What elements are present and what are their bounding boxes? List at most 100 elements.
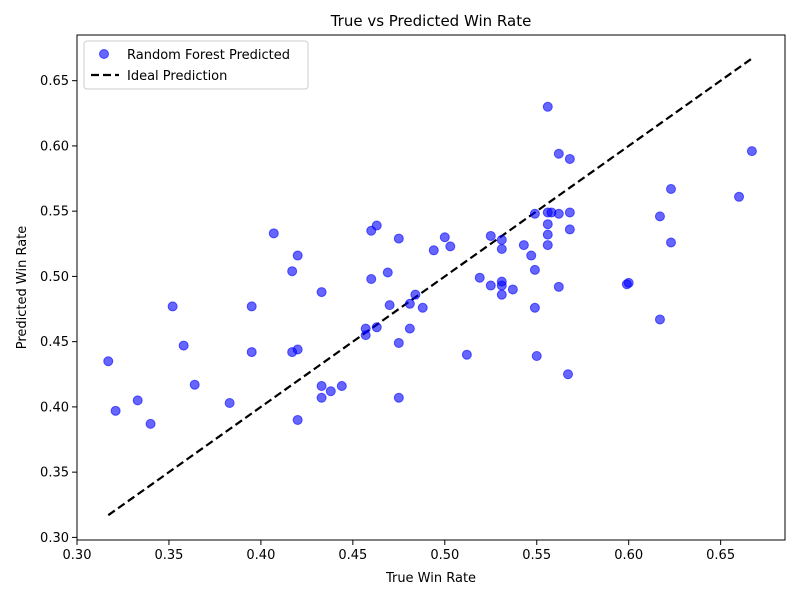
scatter-point (445, 241, 456, 252)
scatter-point (746, 146, 757, 157)
scatter-point (384, 300, 395, 311)
scatter-point (292, 250, 303, 261)
scatter-point (564, 224, 575, 235)
x-tick-label: 0.50 (430, 548, 459, 563)
x-axis-title: True Win Rate (385, 571, 476, 586)
scatter-point (665, 237, 676, 248)
scatter-point (553, 281, 564, 292)
scatter-point (542, 240, 553, 251)
scatter-point (461, 349, 472, 360)
scatter-point (393, 392, 404, 403)
scatter-point (316, 287, 327, 298)
scatter-point (189, 379, 200, 390)
scatter-point (564, 153, 575, 164)
scatter-point (485, 280, 496, 291)
scatter-point (542, 229, 553, 240)
scatter-point (371, 322, 382, 333)
scatter-point (246, 347, 257, 358)
scatter-point (103, 356, 114, 367)
scatter-point (485, 230, 496, 241)
scatter-point (518, 240, 529, 251)
scatter-point (553, 148, 564, 159)
scatter-point (507, 284, 518, 295)
scatter-point (224, 397, 235, 408)
scatter-point (292, 344, 303, 355)
scatter-point (410, 289, 421, 300)
scatter-point (178, 340, 189, 351)
scatter-point (496, 289, 507, 300)
scatter-point (531, 351, 542, 362)
scatter-point (496, 280, 507, 291)
y-axis-title: Predicted Win Rate (15, 226, 30, 350)
scatter-point (292, 414, 303, 425)
x-tick-label: 0.35 (154, 548, 183, 563)
x-tick-label: 0.60 (614, 548, 643, 563)
scatter-point (563, 369, 574, 380)
scatter-point (316, 392, 327, 403)
y-tick-label: 0.50 (40, 270, 69, 285)
ideal-prediction-line (107, 57, 753, 517)
scatter-point (496, 234, 507, 245)
ideal-line-layer (107, 57, 753, 517)
scatter-point (623, 277, 634, 288)
scatter-point (542, 101, 553, 112)
scatter-point (496, 244, 507, 255)
scatter-point (325, 386, 336, 397)
x-tick-label: 0.55 (522, 548, 551, 563)
scatter-point (529, 264, 540, 275)
scatter-points (103, 101, 757, 429)
scatter-point (366, 274, 377, 285)
scatter-point (382, 267, 393, 278)
scatter-point (542, 219, 553, 230)
scatter-point (553, 208, 564, 219)
legend-box (83, 40, 309, 90)
scatter-point (529, 302, 540, 313)
scatter-point (110, 405, 121, 416)
scatter-point (393, 233, 404, 244)
plot-frame (76, 34, 786, 541)
x-tick-label: 0.40 (246, 548, 275, 563)
y-axis: 0.30 0.35 0.40 0.45 0.50 0.55 0.60 0.65 (40, 74, 77, 546)
scatter-point (474, 272, 485, 283)
y-tick-label: 0.30 (40, 531, 69, 546)
scatter-point (529, 208, 540, 219)
scatter-point (246, 301, 257, 312)
y-tick-label: 0.45 (40, 335, 69, 350)
scatter-point (393, 337, 404, 348)
scatter-point (145, 418, 156, 429)
scatter-point (371, 220, 382, 231)
y-tick-label: 0.65 (40, 74, 69, 89)
y-tick-label: 0.35 (40, 466, 69, 481)
scatter-point (287, 266, 298, 277)
scatter-point (316, 381, 327, 392)
scatter-point (564, 207, 575, 218)
scatter-point (268, 228, 279, 239)
scatter-point (428, 245, 439, 256)
scatter-point (132, 395, 143, 406)
legend-label-random-forest: Random Forest Predicted (127, 48, 290, 63)
x-axis: 0.30 0.35 0.40 0.45 0.50 0.55 0.60 0.65 (63, 540, 735, 563)
scatter-point (167, 301, 178, 312)
scatter-point (336, 381, 347, 392)
scatter-point (404, 323, 415, 334)
plot-area (76, 34, 786, 541)
x-tick-label: 0.65 (706, 548, 735, 563)
legend-marker-random-forest (99, 49, 109, 59)
scatter-point (654, 211, 665, 222)
y-tick-label: 0.60 (40, 139, 69, 154)
legend: Random Forest Predicted Ideal Prediction (83, 40, 309, 90)
scatter-point (665, 183, 676, 194)
scatter-point (360, 330, 371, 341)
scatter-point (417, 302, 428, 313)
y-tick-label: 0.40 (40, 400, 69, 415)
scatter-point (439, 232, 450, 243)
scatter-point (526, 250, 537, 261)
scatter-point (654, 314, 665, 325)
scatter-point (734, 191, 745, 202)
chart-title: True vs Predicted Win Rate (330, 12, 532, 30)
x-tick-label: 0.45 (338, 548, 367, 563)
legend-label-ideal: Ideal Prediction (127, 69, 227, 84)
scatter-point (404, 298, 415, 309)
